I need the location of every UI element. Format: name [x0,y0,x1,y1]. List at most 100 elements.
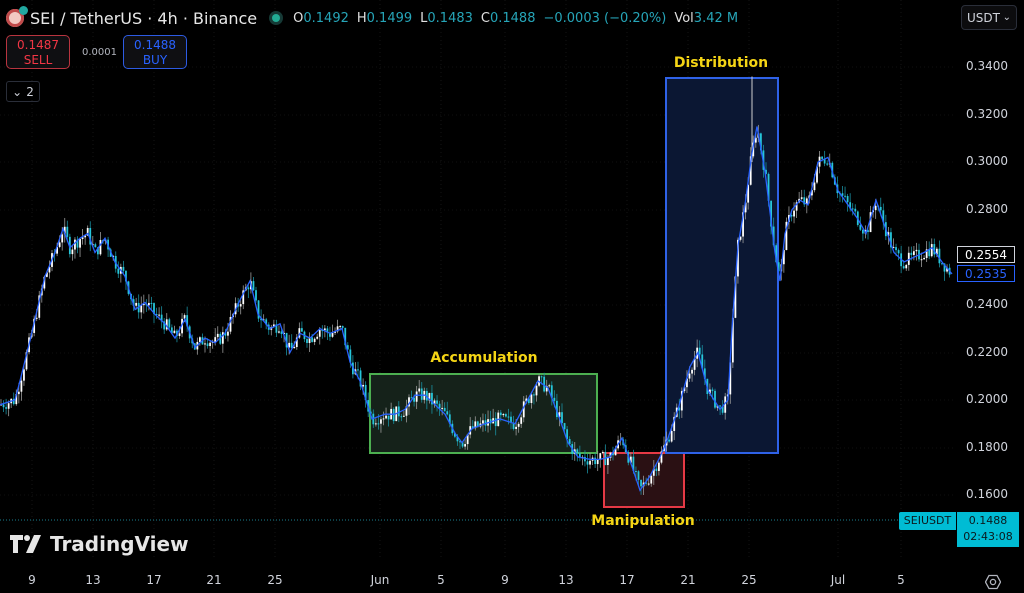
candle-body [79,239,81,248]
price-scale-label: 0.2000 [966,392,1008,406]
candle-body [242,290,245,305]
candle-body [777,262,780,272]
candle-body [316,336,319,339]
candle-body [683,387,686,392]
candle-body [525,398,528,402]
candle-body [408,397,410,407]
candle-body [739,236,742,240]
price-scale-label: 0.3400 [966,59,1008,73]
candle-body [25,352,28,370]
candle-body [199,337,201,342]
logo-text: TradingView [50,532,189,556]
candle-body [533,394,535,396]
candle-body [688,373,691,379]
candle-body [56,246,58,254]
buy-price: 0.1488 [134,38,176,52]
sell-button[interactable]: 0.1487 SELL [6,35,70,69]
candle-body [499,412,502,416]
symbol-title[interactable]: SEI / TetherUS · 4h · Binance [30,8,258,28]
candle-body [466,434,469,445]
candle-body [795,202,798,211]
candle-body [247,287,250,290]
candle-body [313,338,316,342]
candle-body [701,354,704,369]
candle-body [382,418,385,420]
chart-header: SEI / TetherUS · 4h · Binance O0.1492 H0… [6,6,738,28]
candle-body [400,416,403,418]
candle-body [428,392,431,401]
annotation-box-manipulation[interactable] [603,452,685,508]
candle-body [760,133,762,151]
time-scale-label: 25 [267,573,283,587]
candle-body [81,237,84,240]
candle-body [556,400,558,418]
candle-body [260,318,262,321]
candle-body [660,451,663,463]
candle-body [747,184,750,203]
candle-body [647,483,650,485]
annotation-label-manipulation[interactable]: Manipulation [591,513,695,529]
candle-body [362,384,364,387]
candle-body [545,385,548,392]
candle-body [902,266,905,269]
volume-key: Vol [674,10,694,26]
candle-body [339,326,342,328]
chart-settings-icon[interactable] [985,574,1001,590]
candle-body [558,412,561,418]
candle-body [719,405,721,407]
candle-body [879,206,882,211]
candle-body [298,328,301,338]
candle-body [178,333,181,336]
candle-body [882,210,885,223]
low-key: L [420,10,428,26]
candle-body [459,441,461,443]
candle-body [698,347,701,355]
candle-body [48,266,51,273]
candle-body [84,235,87,238]
sell-label: SELL [23,53,53,67]
candle-body [186,315,189,327]
candle-body [318,330,321,337]
currency-value: USDT [967,10,1000,25]
candle-body [892,247,895,249]
candle-body [364,384,367,401]
time-scale-label: 5 [897,573,905,587]
candle-body [709,389,711,395]
annotation-label-distribution[interactable]: Distribution [673,55,769,71]
candle-body [122,266,125,271]
candle-body [224,332,227,336]
candle-body [252,281,255,291]
candle-body [160,314,163,322]
candle-body [527,398,530,404]
buy-button[interactable]: 0.1488 BUY [123,35,187,69]
last-price: 0.1488 [968,514,1008,527]
candle-body [290,342,293,349]
candle-body [71,249,74,255]
time-scale-label: 9 [28,573,36,587]
candle-body [295,337,298,347]
candle-body [204,343,206,345]
candle-body [239,304,242,307]
bar-countdown: 02:43:08 [963,530,1013,543]
candle-body [943,263,946,272]
indicators-collapse-button[interactable]: ⌄ 2 [6,81,40,102]
open-value: 0.1492 [303,10,349,26]
candle-body [772,226,775,246]
annotation-label-accumulation[interactable]: Accumulation [430,350,538,366]
time-scale-label: 17 [146,573,162,587]
candle-body [15,394,18,405]
candle-body [89,227,92,245]
candle-body [535,385,538,396]
tradingview-logo[interactable]: TradingView [10,532,189,556]
candle-body [576,449,579,454]
high-price-tag: 0.2554 [957,246,1015,263]
candle-body [7,403,10,409]
candle-body [566,429,568,440]
candle-body [520,417,523,424]
candle-body [471,426,474,429]
candle-body [895,247,897,251]
time-scale-label: 21 [206,573,222,587]
candle-body [851,208,854,210]
currency-select[interactable]: USDT ⌄ [961,5,1017,30]
